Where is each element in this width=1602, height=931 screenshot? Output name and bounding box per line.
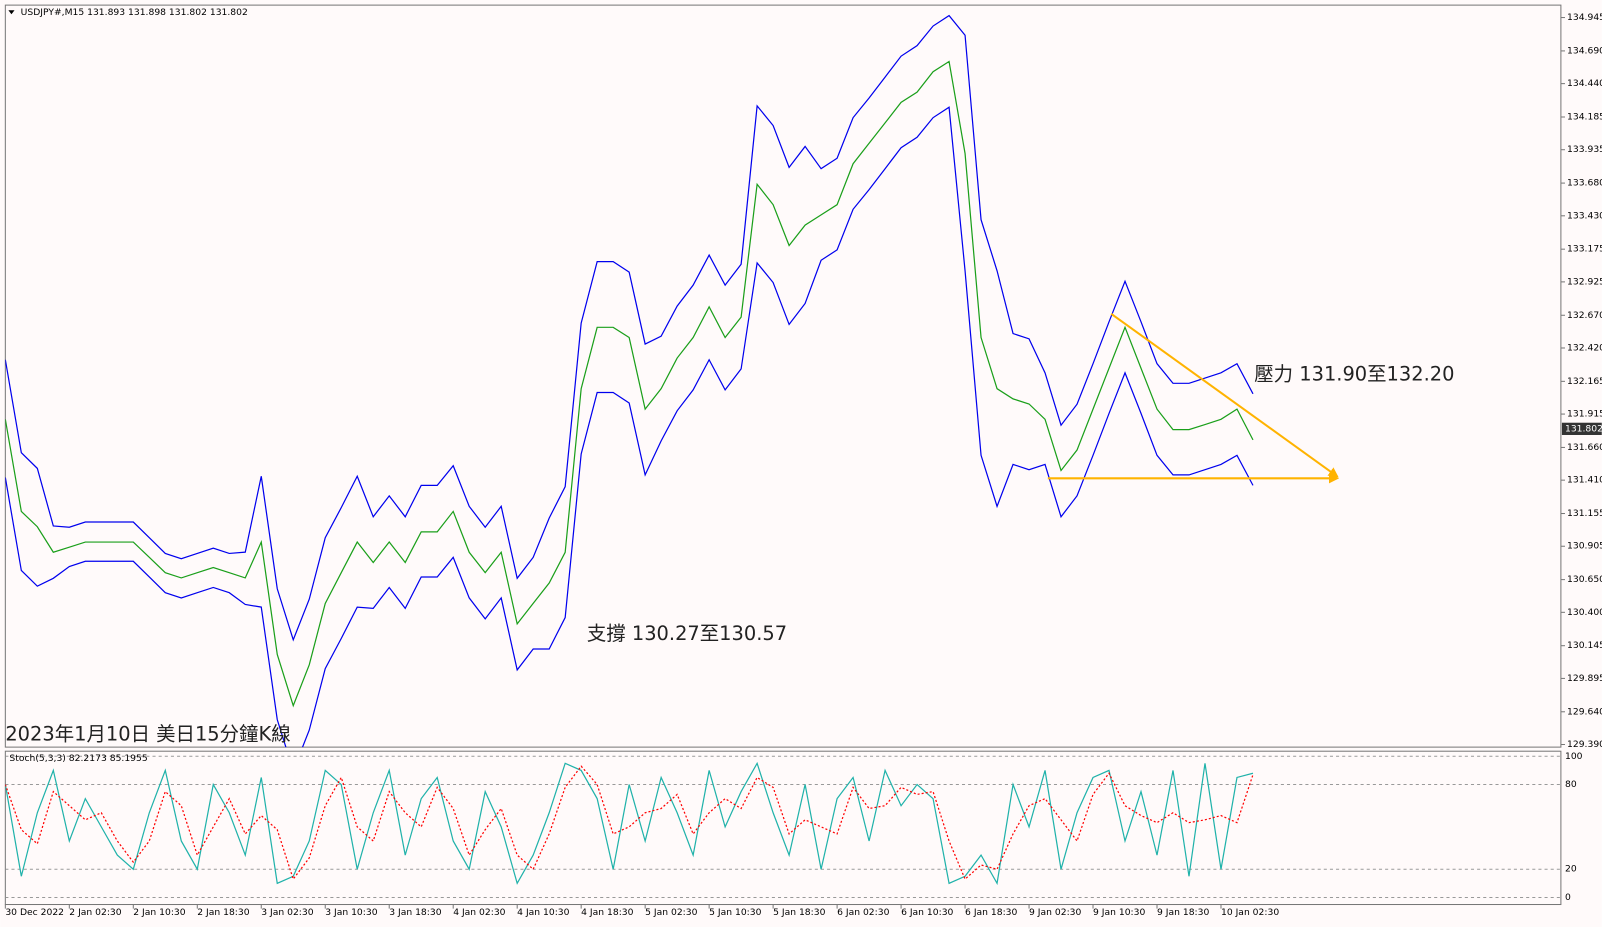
series-line <box>5 14 1254 642</box>
y-tick-label: 134.690 <box>1567 45 1602 56</box>
main-frame <box>4 4 1562 748</box>
x-tick-label: 9 Jan 02:30 <box>1029 907 1081 918</box>
stoch-frame <box>4 750 1562 906</box>
last-price-label: 131.802 <box>1565 423 1602 434</box>
resistance-annotation: 壓力 131.90至132.20 <box>1254 363 1454 386</box>
x-tick-label: 2 Jan 02:30 <box>69 907 121 918</box>
y-tick-label: 134.185 <box>1567 112 1602 123</box>
x-tick-label: 30 Dec 2022 <box>5 907 64 918</box>
y-tick-label: 131.915 <box>1567 409 1602 420</box>
y-tick-label: 132.670 <box>1567 310 1602 321</box>
last-price-box <box>1561 422 1602 435</box>
x-tick-label: 5 Jan 10:30 <box>709 907 761 918</box>
x-tick-label: 5 Jan 02:30 <box>645 907 697 918</box>
series-line <box>5 761 1254 886</box>
series-line <box>5 765 1254 881</box>
x-tick-label: 5 Jan 18:30 <box>773 907 825 918</box>
x-tick-label: 3 Jan 10:30 <box>325 907 377 918</box>
y-tick-label: 129.390 <box>1567 739 1602 750</box>
series-line <box>5 106 1254 748</box>
y-tick-label: 131.410 <box>1567 475 1602 486</box>
y-tick-label: 132.925 <box>1567 276 1602 287</box>
x-tick-label: 2 Jan 18:30 <box>197 907 249 918</box>
y-tick-label: 133.680 <box>1567 178 1602 189</box>
date-annotation: 2023年1月10日 美日15分鐘K線 <box>5 722 290 745</box>
x-tick-label: 9 Jan 18:30 <box>1157 907 1209 918</box>
x-tick-label: 4 Jan 18:30 <box>581 907 633 918</box>
y-tick-label: 130.400 <box>1567 607 1602 618</box>
y-tick-label: 130.145 <box>1567 640 1602 651</box>
x-tick-label: 6 Jan 10:30 <box>901 907 953 918</box>
x-tick-label: 6 Jan 02:30 <box>837 907 889 918</box>
y-tick-label: 132.165 <box>1567 376 1602 387</box>
y-tick-label: 133.175 <box>1567 244 1602 255</box>
y-tick-label: 134.440 <box>1567 78 1602 89</box>
y-tick-label: 132.420 <box>1567 342 1602 353</box>
chart-title: USDJPY#,M15 131.893 131.898 131.802 131.… <box>21 7 248 18</box>
x-tick-label: 3 Jan 02:30 <box>261 907 313 918</box>
x-tick-label: 4 Jan 10:30 <box>517 907 569 918</box>
y-tick-label: 0 <box>1565 892 1571 903</box>
x-tick-label: 10 Jan 02:30 <box>1221 907 1279 918</box>
y-tick-label: 133.430 <box>1567 210 1602 221</box>
x-tick-label: 4 Jan 02:30 <box>453 907 505 918</box>
y-tick-label: 131.660 <box>1567 442 1602 453</box>
x-tick-label: 3 Jan 18:30 <box>389 907 441 918</box>
x-tick-label: 6 Jan 18:30 <box>965 907 1017 918</box>
y-tick-label: 134.945 <box>1567 12 1602 23</box>
x-tick-label: 2 Jan 10:30 <box>133 907 185 918</box>
y-tick-label: 80 <box>1565 779 1577 790</box>
series-line <box>5 60 1254 708</box>
y-tick-label: 129.640 <box>1567 706 1602 717</box>
y-tick-label: 130.650 <box>1567 574 1602 585</box>
x-tick-label: 9 Jan 10:30 <box>1093 907 1145 918</box>
y-tick-label: 100 <box>1565 751 1583 762</box>
title-icon <box>8 10 15 15</box>
y-tick-label: 131.155 <box>1567 508 1602 519</box>
y-tick-label: 20 <box>1565 864 1577 875</box>
y-tick-label: 133.935 <box>1567 144 1602 155</box>
stoch-title: Stoch(5,3,3) 82.2173 85.1955 <box>9 753 147 764</box>
y-tick-label: 130.905 <box>1567 541 1602 552</box>
support-annotation: 支撐 130.27至130.57 <box>587 622 787 645</box>
y-tick-label: 129.895 <box>1567 673 1602 684</box>
resistance-trendline <box>1110 312 1339 478</box>
